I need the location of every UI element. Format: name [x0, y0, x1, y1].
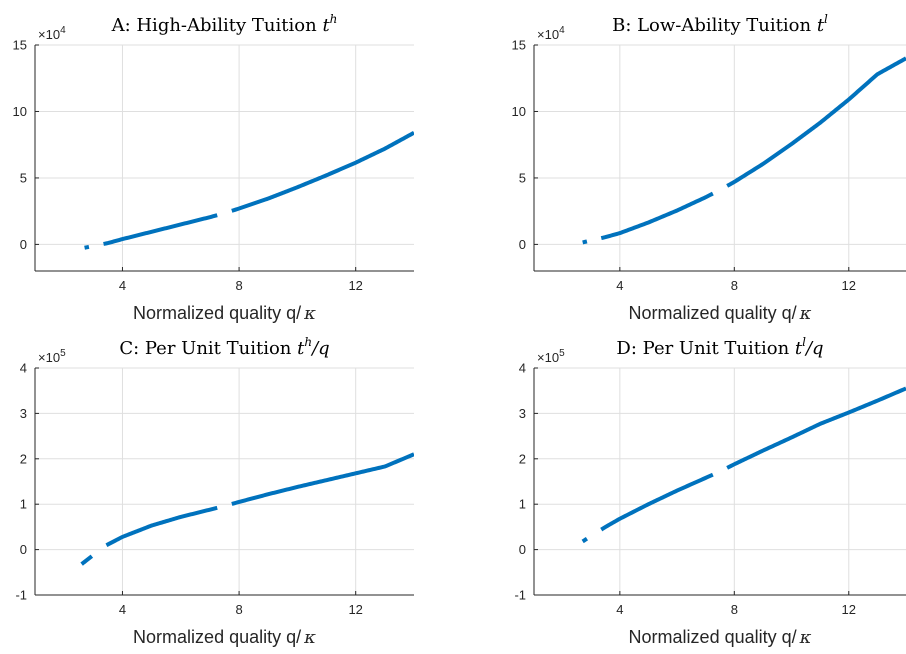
- x-tick-label: 12: [842, 602, 856, 617]
- y-exponent-power: 5: [60, 348, 66, 359]
- x-axis-label-text: Normalized quality q/: [629, 303, 797, 323]
- x-axis-label-text: Normalized quality q/: [133, 303, 301, 323]
- x-tick-label: 12: [348, 602, 362, 617]
- chart-title-text: B: Low-Ability Tuition: [612, 15, 817, 36]
- chart-title-symbol: t: [817, 15, 825, 36]
- y-tick-label: 3: [20, 406, 27, 421]
- y-exponent-power: 4: [60, 25, 66, 36]
- y-tick-label: -1: [15, 588, 27, 603]
- chart-title-superscript: h: [304, 335, 312, 349]
- y-tick-label: 15: [512, 38, 526, 53]
- y-exponent-power: 5: [559, 348, 565, 359]
- x-tick-label: 12: [842, 278, 856, 293]
- x-axis-label: Normalized quality q/κ: [629, 627, 812, 648]
- y-tick-label: 5: [20, 170, 27, 185]
- series-line-segment: [600, 191, 714, 241]
- y-exponent-label: ×105: [537, 348, 565, 365]
- chart-title: B: Low-Ability Tuition tl: [612, 12, 828, 36]
- series-line-segment: [582, 239, 588, 245]
- series-line-segment: [231, 452, 414, 506]
- y-exponent-base: ×10: [537, 350, 559, 365]
- y-exponent-label: ×104: [38, 25, 66, 42]
- plot-area: [534, 368, 906, 595]
- x-axis-label-symbol: κ: [799, 627, 812, 648]
- chart-title-text: C: Per Unit Tuition: [119, 338, 297, 359]
- chart-title-symbol: t: [322, 15, 330, 36]
- chart-title: C: Per Unit Tuition th/q: [119, 335, 329, 359]
- x-tick-label: 4: [119, 278, 126, 293]
- y-tick-label: 10: [512, 104, 526, 119]
- y-exponent-base: ×10: [38, 350, 60, 365]
- x-axis-label-symbol: κ: [799, 303, 812, 324]
- y-tick-label: 2: [20, 451, 27, 466]
- x-axis-label: Normalized quality q/κ: [629, 303, 812, 324]
- y-exponent-base: ×10: [38, 27, 60, 42]
- x-tick-label: 12: [348, 278, 362, 293]
- series-line-segment: [105, 505, 218, 547]
- plot-area: [534, 45, 906, 271]
- y-exponent-power: 4: [559, 25, 565, 36]
- series-line-segment: [231, 130, 414, 213]
- x-axis-label-symbol: κ: [303, 303, 316, 324]
- chart-title-tail: /q: [310, 338, 330, 359]
- y-tick-label: 0: [20, 542, 27, 557]
- x-axis-label-text: Normalized quality q/: [629, 627, 797, 647]
- y-tick-label: 4: [519, 361, 526, 376]
- chart-title-text: D: Per Unit Tuition: [616, 338, 794, 359]
- chart-title-superscript: h: [330, 12, 338, 26]
- chart-title: A: High-Ability Tuition th: [111, 12, 338, 36]
- y-tick-label: 4: [20, 361, 27, 376]
- chart-title-tail: /q: [804, 338, 824, 359]
- y-tick-label: 10: [13, 104, 27, 119]
- x-axis-label: Normalized quality q/κ: [133, 627, 316, 648]
- x-axis-label: Normalized quality q/κ: [133, 303, 316, 324]
- x-tick-label: 8: [235, 602, 242, 617]
- y-tick-label: 0: [519, 237, 526, 252]
- x-axis-label-text: Normalized quality q/: [133, 627, 301, 647]
- x-axis-label-symbol: κ: [303, 627, 316, 648]
- chart-title-superscript: l: [802, 335, 806, 349]
- y-tick-label: 15: [13, 38, 27, 53]
- series-line-segment: [600, 472, 714, 532]
- y-tick-label: 1: [519, 497, 526, 512]
- series-line-segment: [84, 244, 90, 250]
- x-tick-label: 8: [235, 278, 242, 293]
- y-exponent-label: ×105: [38, 348, 66, 365]
- y-exponent-label: ×104: [537, 25, 565, 42]
- x-tick-label: 4: [616, 278, 623, 293]
- chart-title-symbol: t: [297, 338, 305, 359]
- y-tick-label: 0: [519, 542, 526, 557]
- plot-area: [35, 45, 414, 271]
- plot-area: [35, 368, 414, 595]
- chart-title-symbol: t: [795, 338, 803, 359]
- y-exponent-base: ×10: [537, 27, 559, 42]
- series-line-segment: [726, 386, 906, 470]
- y-tick-label: -1: [514, 588, 526, 603]
- x-tick-label: 8: [731, 278, 738, 293]
- series-line-segment: [103, 213, 218, 246]
- series-line-segment: [80, 554, 94, 566]
- y-tick-label: 0: [20, 237, 27, 252]
- y-tick-label: 3: [519, 406, 526, 421]
- x-tick-label: 4: [119, 602, 126, 617]
- x-tick-label: 4: [616, 602, 623, 617]
- chart-title-text: A: High-Ability Tuition: [111, 15, 323, 36]
- x-tick-label: 8: [731, 602, 738, 617]
- y-tick-label: 1: [20, 497, 27, 512]
- chart-title: D: Per Unit Tuition tl/q: [616, 335, 823, 359]
- series-line-segment: [726, 56, 906, 188]
- y-tick-label: 2: [519, 451, 526, 466]
- series-line-segment: [581, 537, 589, 544]
- chart-title-superscript: l: [824, 12, 828, 26]
- y-tick-label: 5: [519, 170, 526, 185]
